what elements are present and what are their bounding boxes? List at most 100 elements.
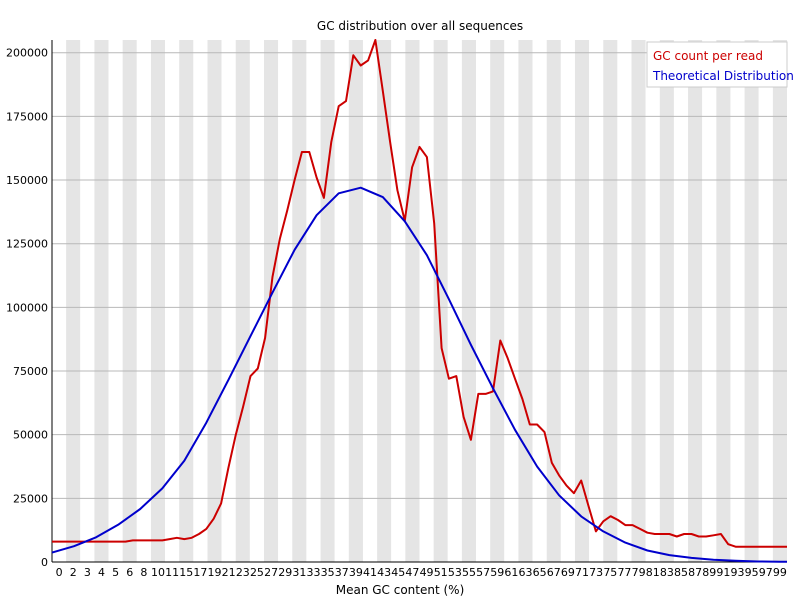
background-band xyxy=(334,40,349,562)
legend-item-gc-count: GC count per read xyxy=(653,49,763,63)
y-tick-label: 175000 xyxy=(6,110,48,123)
background-band xyxy=(461,40,477,562)
series-lines xyxy=(51,39,787,563)
x-tick-label: 61 xyxy=(504,566,518,579)
x-tick-label: 11 xyxy=(165,566,179,579)
background-band xyxy=(52,40,67,562)
background-band xyxy=(532,40,547,562)
x-tick-label: 91 xyxy=(716,566,730,579)
background-band xyxy=(490,40,505,562)
x-tick-label: 41 xyxy=(363,566,377,579)
x-tick-label: 6 xyxy=(126,566,133,579)
x-tick-label: 93 xyxy=(731,566,745,579)
x-tick-label: 17 xyxy=(193,566,207,579)
background-band xyxy=(518,40,533,562)
background-band xyxy=(631,40,646,562)
background-band xyxy=(150,40,166,562)
x-tick-label: 67 xyxy=(547,566,561,579)
background-band xyxy=(730,40,745,562)
background-band xyxy=(589,40,604,562)
x-tick-label: 47 xyxy=(405,566,419,579)
x-tick-label: 45 xyxy=(391,566,405,579)
x-tick-labels: 0 2 3 4 5 6 8 10 11 15 17 19 21 23 25 27 29 31 33 35 37 39 41 4… xyxy=(56,566,787,579)
x-tick-label: 15 xyxy=(179,566,193,579)
background-band xyxy=(447,40,462,562)
background-band xyxy=(673,40,689,562)
x-tick-label: 33 xyxy=(306,566,320,579)
x-tick-label: 85 xyxy=(674,566,688,579)
background-band xyxy=(249,40,265,562)
x-tick-label: 0 xyxy=(56,566,63,579)
background-band xyxy=(645,40,660,562)
background-band xyxy=(702,40,717,562)
y-tick-label: 75000 xyxy=(13,365,48,378)
background-band xyxy=(744,40,759,562)
x-tick-label: 95 xyxy=(745,566,759,579)
x-axis-label: Mean GC content (%) xyxy=(336,583,465,597)
x-tick-label: 27 xyxy=(264,566,278,579)
y-tick-label: 200000 xyxy=(6,47,48,60)
x-tick-label: 5 xyxy=(112,566,119,579)
background-band xyxy=(758,40,773,562)
x-tick-label: 89 xyxy=(702,566,716,579)
background-band xyxy=(433,40,448,562)
y-tick-label: 150000 xyxy=(6,174,48,187)
background-band xyxy=(617,40,632,562)
background-band xyxy=(221,40,236,562)
y-tick-label: 50000 xyxy=(13,429,48,442)
x-tick-label: 65 xyxy=(533,566,547,579)
legend-item-theoretical: Theoretical Distribution xyxy=(652,69,794,83)
y-tick-label: 125000 xyxy=(6,238,48,251)
background-band xyxy=(772,40,787,562)
series-line-theoretical xyxy=(51,186,787,563)
axes xyxy=(51,40,787,563)
x-tick-label: 77 xyxy=(617,566,631,579)
background-band xyxy=(207,40,222,562)
x-tick-label: 19 xyxy=(208,566,222,579)
y-tick-label: 0 xyxy=(41,556,48,569)
x-tick-label: 29 xyxy=(278,566,292,579)
x-tick-label: 10 xyxy=(151,566,165,579)
x-tick-label: 51 xyxy=(434,566,448,579)
background-band xyxy=(94,40,109,562)
x-tick-label: 59 xyxy=(490,566,504,579)
background-band xyxy=(264,40,279,562)
x-tick-label: 35 xyxy=(321,566,335,579)
x-tick-label: 57 xyxy=(476,566,490,579)
x-tick-label: 73 xyxy=(589,566,603,579)
x-tick-label: 97 xyxy=(759,566,773,579)
x-tick-label: 2 xyxy=(70,566,77,579)
x-tick-label: 83 xyxy=(660,566,674,579)
background-band xyxy=(80,40,95,562)
x-tick-label: 39 xyxy=(349,566,363,579)
background-band xyxy=(688,40,703,562)
background-band xyxy=(574,40,590,562)
background-band xyxy=(716,40,731,562)
background-band xyxy=(108,40,123,562)
background-band xyxy=(603,40,618,562)
x-tick-label: 55 xyxy=(462,566,476,579)
x-tick-label: 79 xyxy=(632,566,646,579)
x-tick-label: 49 xyxy=(420,566,434,579)
x-tick-label: 87 xyxy=(688,566,702,579)
background-band xyxy=(278,40,293,562)
y-tick-labels: 0 25000 50000 75000 100000 125000 150000 175000… xyxy=(6,47,48,569)
chart-title: GC distribution over all sequences xyxy=(317,19,523,33)
legend: GC count per read Theoretical Distributi… xyxy=(646,41,794,88)
background-band xyxy=(66,40,81,562)
x-tick-label: 53 xyxy=(448,566,462,579)
background-band xyxy=(122,40,137,562)
x-tick-label: 3 xyxy=(84,566,91,579)
background-band xyxy=(193,40,208,562)
x-tick-label: 43 xyxy=(377,566,391,579)
legend-box xyxy=(646,41,788,88)
background-band xyxy=(391,40,406,562)
x-tick-label: 99 xyxy=(773,566,787,579)
x-tick-label: 23 xyxy=(236,566,250,579)
x-tick-label: 81 xyxy=(646,566,660,579)
background-band xyxy=(419,40,434,562)
background-band xyxy=(362,40,378,562)
background-band xyxy=(136,40,151,562)
background-band xyxy=(320,40,335,562)
